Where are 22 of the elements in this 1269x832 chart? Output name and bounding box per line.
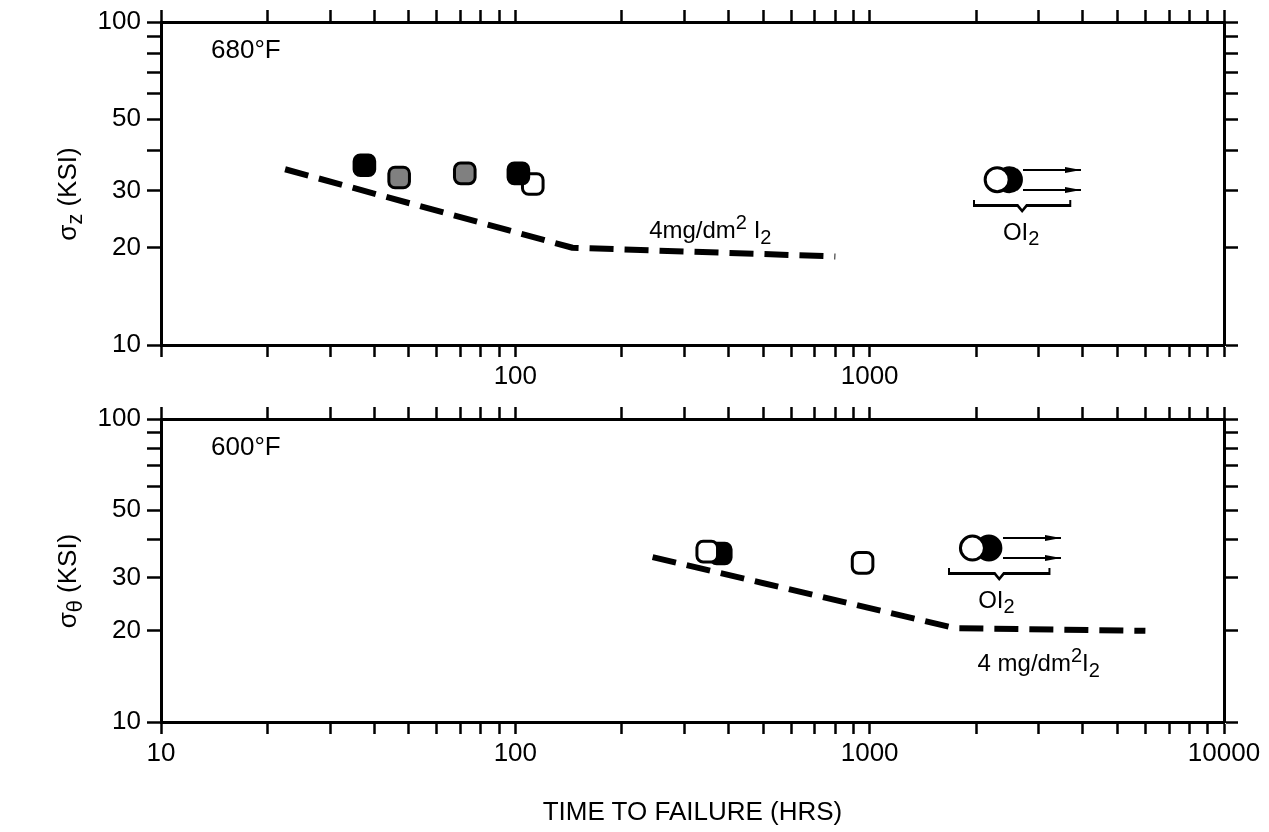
y-tick-label: 100: [97, 402, 141, 433]
annotation: 4mg/dm$^{2}$ I$_{2}$: [649, 211, 772, 249]
text: 600°F: [211, 431, 281, 462]
y-tick-label: 30: [112, 560, 141, 591]
annotation: 4 mg/dm$^{2}$I$_{2}$: [977, 644, 1100, 683]
y-tick-label: 50: [112, 102, 141, 133]
annotation: OI$_{2}$: [1002, 217, 1040, 251]
y-tick-label: 20: [112, 230, 141, 261]
x-tick-label: 10: [146, 736, 176, 767]
x-tick-label: 100: [493, 736, 538, 767]
y-tick-label: 50: [112, 493, 141, 524]
y-tick-label: 100: [97, 5, 141, 36]
x-tick-label: 10000: [1187, 736, 1261, 767]
y-tick-label: 30: [112, 174, 141, 205]
x-axis-title: TIME TO FAILURE (HRS): [542, 795, 843, 826]
annotation: OI$_{2}$: [978, 585, 1015, 619]
x-tick-label: 1000: [840, 359, 899, 390]
y-tick-label: 10: [112, 705, 141, 736]
y-tick-label: 20: [112, 613, 141, 644]
y-tick-label: 10: [112, 328, 141, 359]
x-tick-label: 1000: [840, 736, 899, 767]
text: 680°F: [211, 34, 281, 65]
